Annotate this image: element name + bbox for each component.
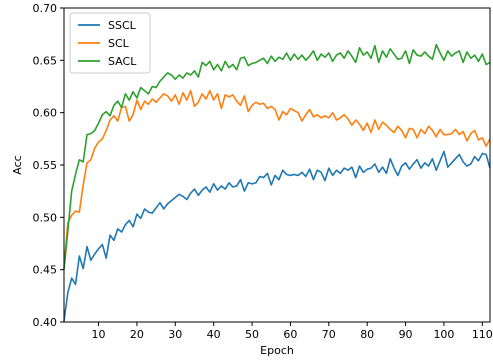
series-line-sscl [63, 150, 491, 322]
legend: SSCL SCL SACL [69, 12, 151, 74]
y-axis-label: Acc [11, 155, 24, 174]
y-tick-label: 0.60 [33, 107, 58, 120]
legend-label-scl: SCL [108, 37, 130, 50]
x-tick-label: 20 [130, 328, 144, 341]
y-tick-label: 0.45 [33, 264, 58, 277]
y-tick-label: 0.65 [33, 54, 58, 67]
series-line-sacl [63, 43, 491, 270]
x-tick-label: 50 [245, 328, 259, 341]
legend-box [69, 12, 151, 74]
x-tick-label: 30 [168, 328, 182, 341]
y-tick-label: 0.55 [33, 159, 58, 172]
x-axis-label: Epoch [260, 344, 294, 357]
x-tick-label: 80 [360, 328, 374, 341]
x-tick-label: 70 [322, 328, 336, 341]
legend-label-sscl: SSCL [108, 19, 137, 32]
series-layer [63, 43, 491, 322]
y-axis: 0.40 0.45 0.50 0.55 0.60 0.65 0.70 [33, 2, 64, 329]
legend-label-sacl: SACL [108, 55, 137, 68]
x-tick-label: 40 [207, 328, 221, 341]
series-line-scl [63, 89, 491, 268]
y-tick-label: 0.40 [33, 316, 58, 329]
x-tick-label: 100 [433, 328, 454, 341]
x-tick-label: 10 [92, 328, 106, 341]
y-tick-label: 0.50 [33, 211, 58, 224]
x-tick-label: 90 [399, 328, 413, 341]
y-tick-label: 0.70 [33, 2, 58, 15]
x-tick-label: 60 [283, 328, 297, 341]
x-axis: 10 20 30 40 50 60 70 80 90 100 110 [92, 322, 493, 341]
x-tick-label: 110 [472, 328, 493, 341]
